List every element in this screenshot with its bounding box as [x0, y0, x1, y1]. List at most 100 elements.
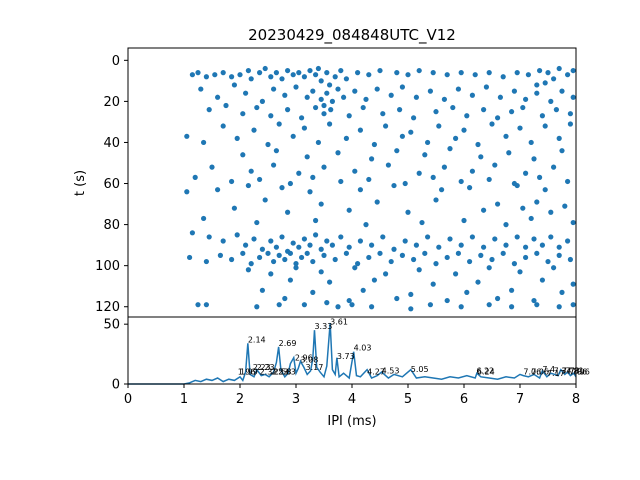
scatter-point: [257, 176, 263, 183]
scatter-point: [268, 238, 274, 244]
histogram-x-tick-label: 3: [292, 392, 300, 407]
scatter-y-tick-label: 80: [103, 218, 120, 233]
histogram-x-ticks: 0 1 2 3 4 5 6 7 8: [124, 384, 580, 407]
scatter-point: [542, 123, 548, 129]
scatter-point: [411, 115, 417, 121]
scatter-point: [427, 302, 433, 308]
scatter-point: [363, 222, 369, 228]
scatter-point: [394, 295, 400, 302]
histogram-x-tick-label: 5: [404, 392, 412, 407]
scatter-point: [321, 164, 327, 170]
scatter-point: [273, 148, 279, 154]
peak-label: 2.23: [257, 363, 275, 372]
scatter-point: [352, 168, 358, 174]
scatter-point: [282, 295, 288, 302]
scatter-point: [279, 234, 285, 240]
scatter-point: [262, 65, 268, 72]
peak-label: 7.06: [523, 368, 541, 377]
scatter-point: [307, 67, 313, 74]
scatter-point: [523, 254, 529, 261]
scatter-point: [369, 242, 375, 248]
scatter-point: [509, 287, 515, 293]
scatter-point: [542, 187, 548, 193]
scatter-point: [486, 265, 492, 271]
scatter-point: [391, 246, 397, 252]
scatter-point: [388, 92, 394, 98]
scatter-point: [366, 176, 372, 183]
scatter-point: [324, 70, 330, 76]
scatter-point: [439, 187, 445, 193]
scatter-point: [262, 197, 268, 203]
scatter-point: [399, 133, 405, 139]
scatter-point: [402, 238, 408, 244]
scatter-point: [489, 256, 495, 263]
scatter-point: [413, 242, 419, 248]
scatter-point: [478, 154, 484, 160]
scatter-point: [287, 277, 293, 283]
scatter-point: [257, 254, 263, 261]
scatter-point: [492, 236, 498, 242]
scatter-point: [377, 67, 383, 74]
scatter-point: [318, 96, 324, 102]
scatter-point: [245, 182, 251, 189]
histogram-x-tick-label: 2: [236, 392, 244, 407]
scatter-point: [282, 92, 288, 98]
scatter-point: [287, 250, 293, 256]
scatter-point: [486, 302, 492, 308]
scatter-point: [259, 287, 265, 293]
scatter-point: [296, 70, 302, 76]
scatter-point: [475, 141, 481, 148]
scatter-point: [553, 107, 560, 113]
scatter-point: [245, 67, 251, 74]
scatter-point: [436, 123, 442, 129]
scatter-point: [366, 72, 372, 78]
peak-label: 1.99: [240, 368, 258, 377]
scatter-point: [371, 141, 377, 148]
scatter-point: [469, 168, 475, 174]
scatter-point: [447, 146, 453, 152]
scatter-point: [229, 256, 235, 263]
peak-label: 7.34: [554, 366, 572, 375]
scatter-point: [352, 88, 358, 94]
scatter-point: [567, 121, 574, 127]
scatter-point: [534, 250, 540, 256]
scatter-point: [416, 170, 422, 176]
scatter-point: [565, 238, 571, 244]
scatter-point: [520, 205, 526, 211]
scatter-point: [251, 236, 257, 242]
scatter-point: [489, 121, 495, 127]
scatter-point: [341, 94, 347, 100]
scatter-point: [481, 244, 487, 250]
scatter-point: [475, 279, 481, 285]
scatter-point: [559, 148, 565, 154]
scatter-point: [433, 197, 439, 203]
scatter-point: [296, 244, 302, 250]
scatter-point: [509, 304, 515, 310]
scatter-point: [329, 242, 335, 248]
scatter-point: [327, 121, 333, 127]
scatter-point: [301, 236, 307, 242]
scatter-point: [495, 295, 501, 302]
scatter-point: [374, 86, 380, 92]
scatter-y-tick-label: 40: [103, 136, 120, 151]
peak-label: 3.17: [306, 363, 324, 372]
scatter-point: [307, 242, 313, 248]
peak-label: 2.32: [260, 368, 278, 377]
scatter-point: [254, 104, 260, 111]
scatter-point: [444, 72, 450, 78]
scatter-point: [556, 135, 562, 141]
chart-title: 20230429_084848UTC_V12: [248, 26, 456, 45]
peak-label: 3.08: [300, 356, 318, 365]
scatter-point: [296, 170, 302, 176]
scatter-point: [304, 94, 310, 100]
peak-label: 2.53: [271, 368, 289, 377]
scatter-point: [343, 250, 349, 256]
scatter-point: [433, 261, 439, 267]
scatter-point: [545, 258, 551, 265]
scatter-point: [321, 102, 327, 109]
scatter-point: [271, 258, 277, 265]
scatter-points-group: [184, 65, 576, 312]
scatter-point: [497, 94, 503, 100]
scatter-point: [467, 185, 473, 191]
